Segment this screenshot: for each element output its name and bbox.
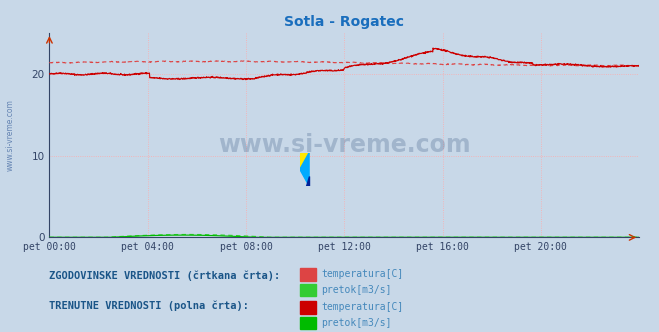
Text: pretok[m3/s]: pretok[m3/s] [322,318,392,328]
Polygon shape [300,153,309,169]
Bar [300,301,316,314]
Title: Sotla - Rogatec: Sotla - Rogatec [284,15,405,29]
Text: pretok[m3/s]: pretok[m3/s] [322,285,392,294]
Text: ZGODOVINSKE VREDNOSTI (črtkana črta):: ZGODOVINSKE VREDNOSTI (črtkana črta): [49,271,281,281]
Polygon shape [306,176,309,186]
Text: temperatura[C]: temperatura[C] [322,302,404,312]
Polygon shape [300,153,309,186]
Bar [300,284,316,296]
Text: www.si-vreme.com: www.si-vreme.com [218,133,471,157]
Text: temperatura[C]: temperatura[C] [322,269,404,279]
Bar [300,268,316,281]
Text: TRENUTNE VREDNOSTI (polna črta):: TRENUTNE VREDNOSTI (polna črta): [49,300,249,311]
Text: www.si-vreme.com: www.si-vreme.com [5,99,14,171]
Bar [300,317,316,329]
